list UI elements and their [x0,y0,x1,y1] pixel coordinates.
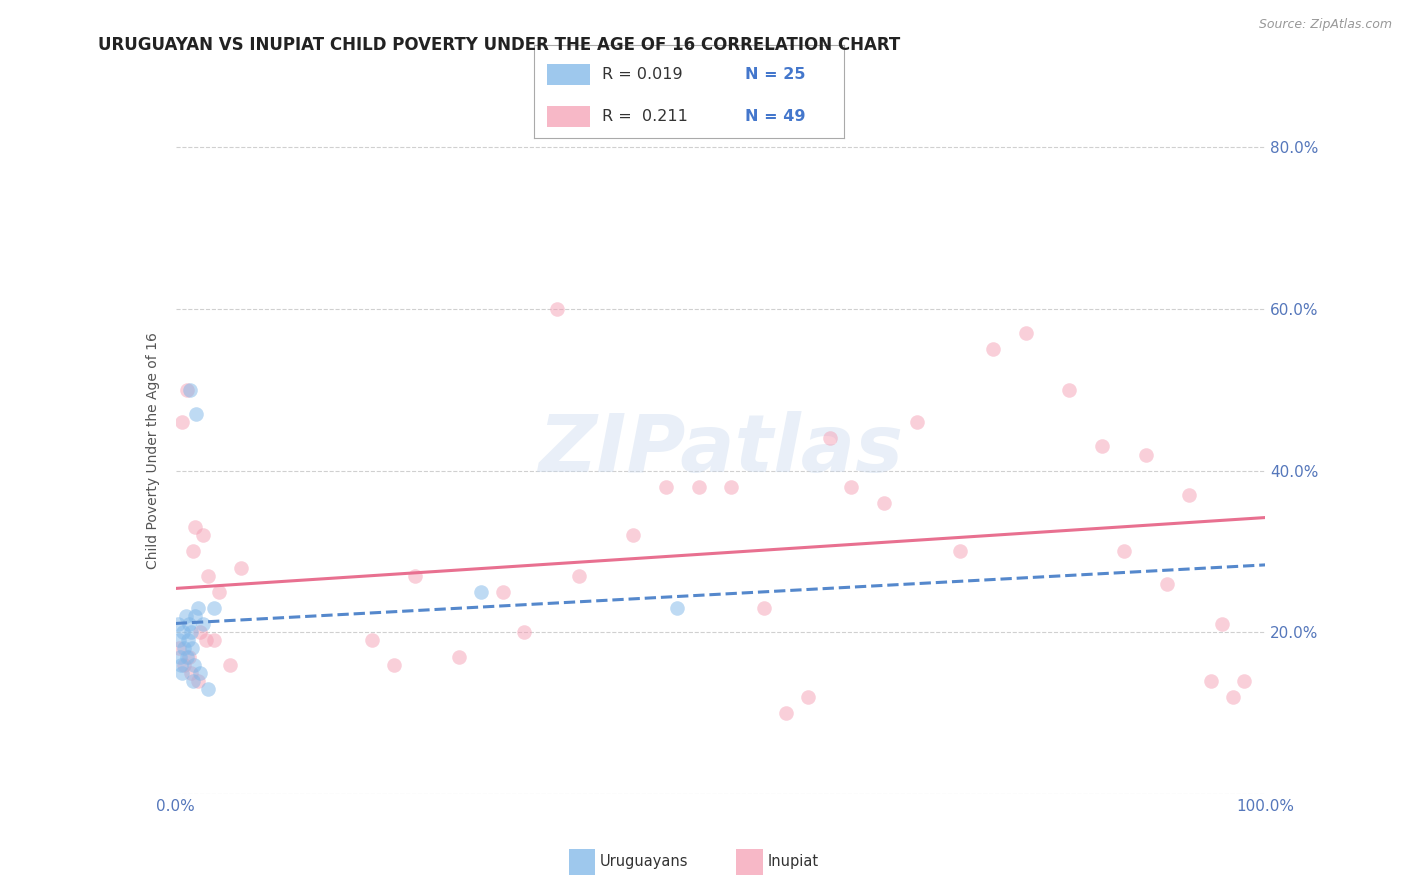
Bar [737,849,762,875]
Text: URUGUAYAN VS INUPIAT CHILD POVERTY UNDER THE AGE OF 16 CORRELATION CHART: URUGUAYAN VS INUPIAT CHILD POVERTY UNDER… [98,36,901,54]
Point [176,649,198,664]
Text: R = 0.019: R = 0.019 [602,67,683,82]
Point [720,480,742,494]
Point [172,625,194,640]
Point [180,625,202,640]
Point [1222,690,1244,704]
Point [447,649,470,664]
Point [621,528,644,542]
Point [191,617,214,632]
Point [1178,488,1201,502]
Point [186,673,209,688]
Text: Inupiat: Inupiat [768,855,818,869]
Point [169,649,191,664]
Point [181,641,204,656]
Point [470,585,492,599]
Point [197,568,219,582]
Point [1135,448,1157,462]
Point [172,415,194,429]
Point [188,625,211,640]
Bar [547,106,591,127]
Point [818,431,841,445]
Point [184,520,207,534]
Point [176,383,198,397]
Point [208,585,231,599]
Point [183,657,205,672]
Text: N = 49: N = 49 [745,109,806,124]
Point [1091,439,1114,453]
Point [492,585,515,599]
Point [180,665,202,680]
Point [186,407,208,421]
Point [174,609,197,624]
Point [360,633,382,648]
Bar [569,849,596,875]
Point [167,617,190,632]
Point [513,625,536,640]
Point [202,633,225,648]
Point [202,601,225,615]
Text: Uruguayans: Uruguayans [600,855,689,869]
Text: Source: ZipAtlas.com: Source: ZipAtlas.com [1258,18,1392,31]
Point [1156,576,1178,591]
Point [219,657,242,672]
Point [873,496,896,510]
Point [688,480,710,494]
Point [181,673,204,688]
Y-axis label: Child Poverty Under the Age of 16: Child Poverty Under the Age of 16 [146,332,160,569]
Text: ZIPatlas: ZIPatlas [538,411,903,490]
Text: R =  0.211: R = 0.211 [602,109,688,124]
Point [666,601,689,615]
Point [1211,617,1233,632]
Point [754,601,776,615]
Bar [547,64,591,85]
Point [1232,673,1256,688]
Point [1057,383,1080,397]
Point [231,560,253,574]
Point [195,633,218,648]
Point [173,641,195,656]
Point [546,301,568,316]
Point [1112,544,1135,558]
Point [181,544,204,558]
Point [179,383,201,397]
Point [191,528,214,542]
Point [188,665,211,680]
Point [796,690,818,704]
Point [170,657,193,672]
Point [981,343,1004,357]
Point [177,617,200,632]
Point [197,681,219,696]
Point [167,641,190,656]
Point [186,601,209,615]
Point [172,665,194,680]
Point [382,657,405,672]
Point [949,544,972,558]
Point [1015,326,1038,341]
Point [177,633,200,648]
Point [841,480,863,494]
Point [655,480,678,494]
Point [405,568,427,582]
Point [177,649,200,664]
Point [775,706,797,720]
Point [905,415,928,429]
Text: N = 25: N = 25 [745,67,806,82]
Point [173,657,195,672]
Point [1199,673,1222,688]
Point [568,568,591,582]
Point [167,633,190,648]
Point [184,609,207,624]
